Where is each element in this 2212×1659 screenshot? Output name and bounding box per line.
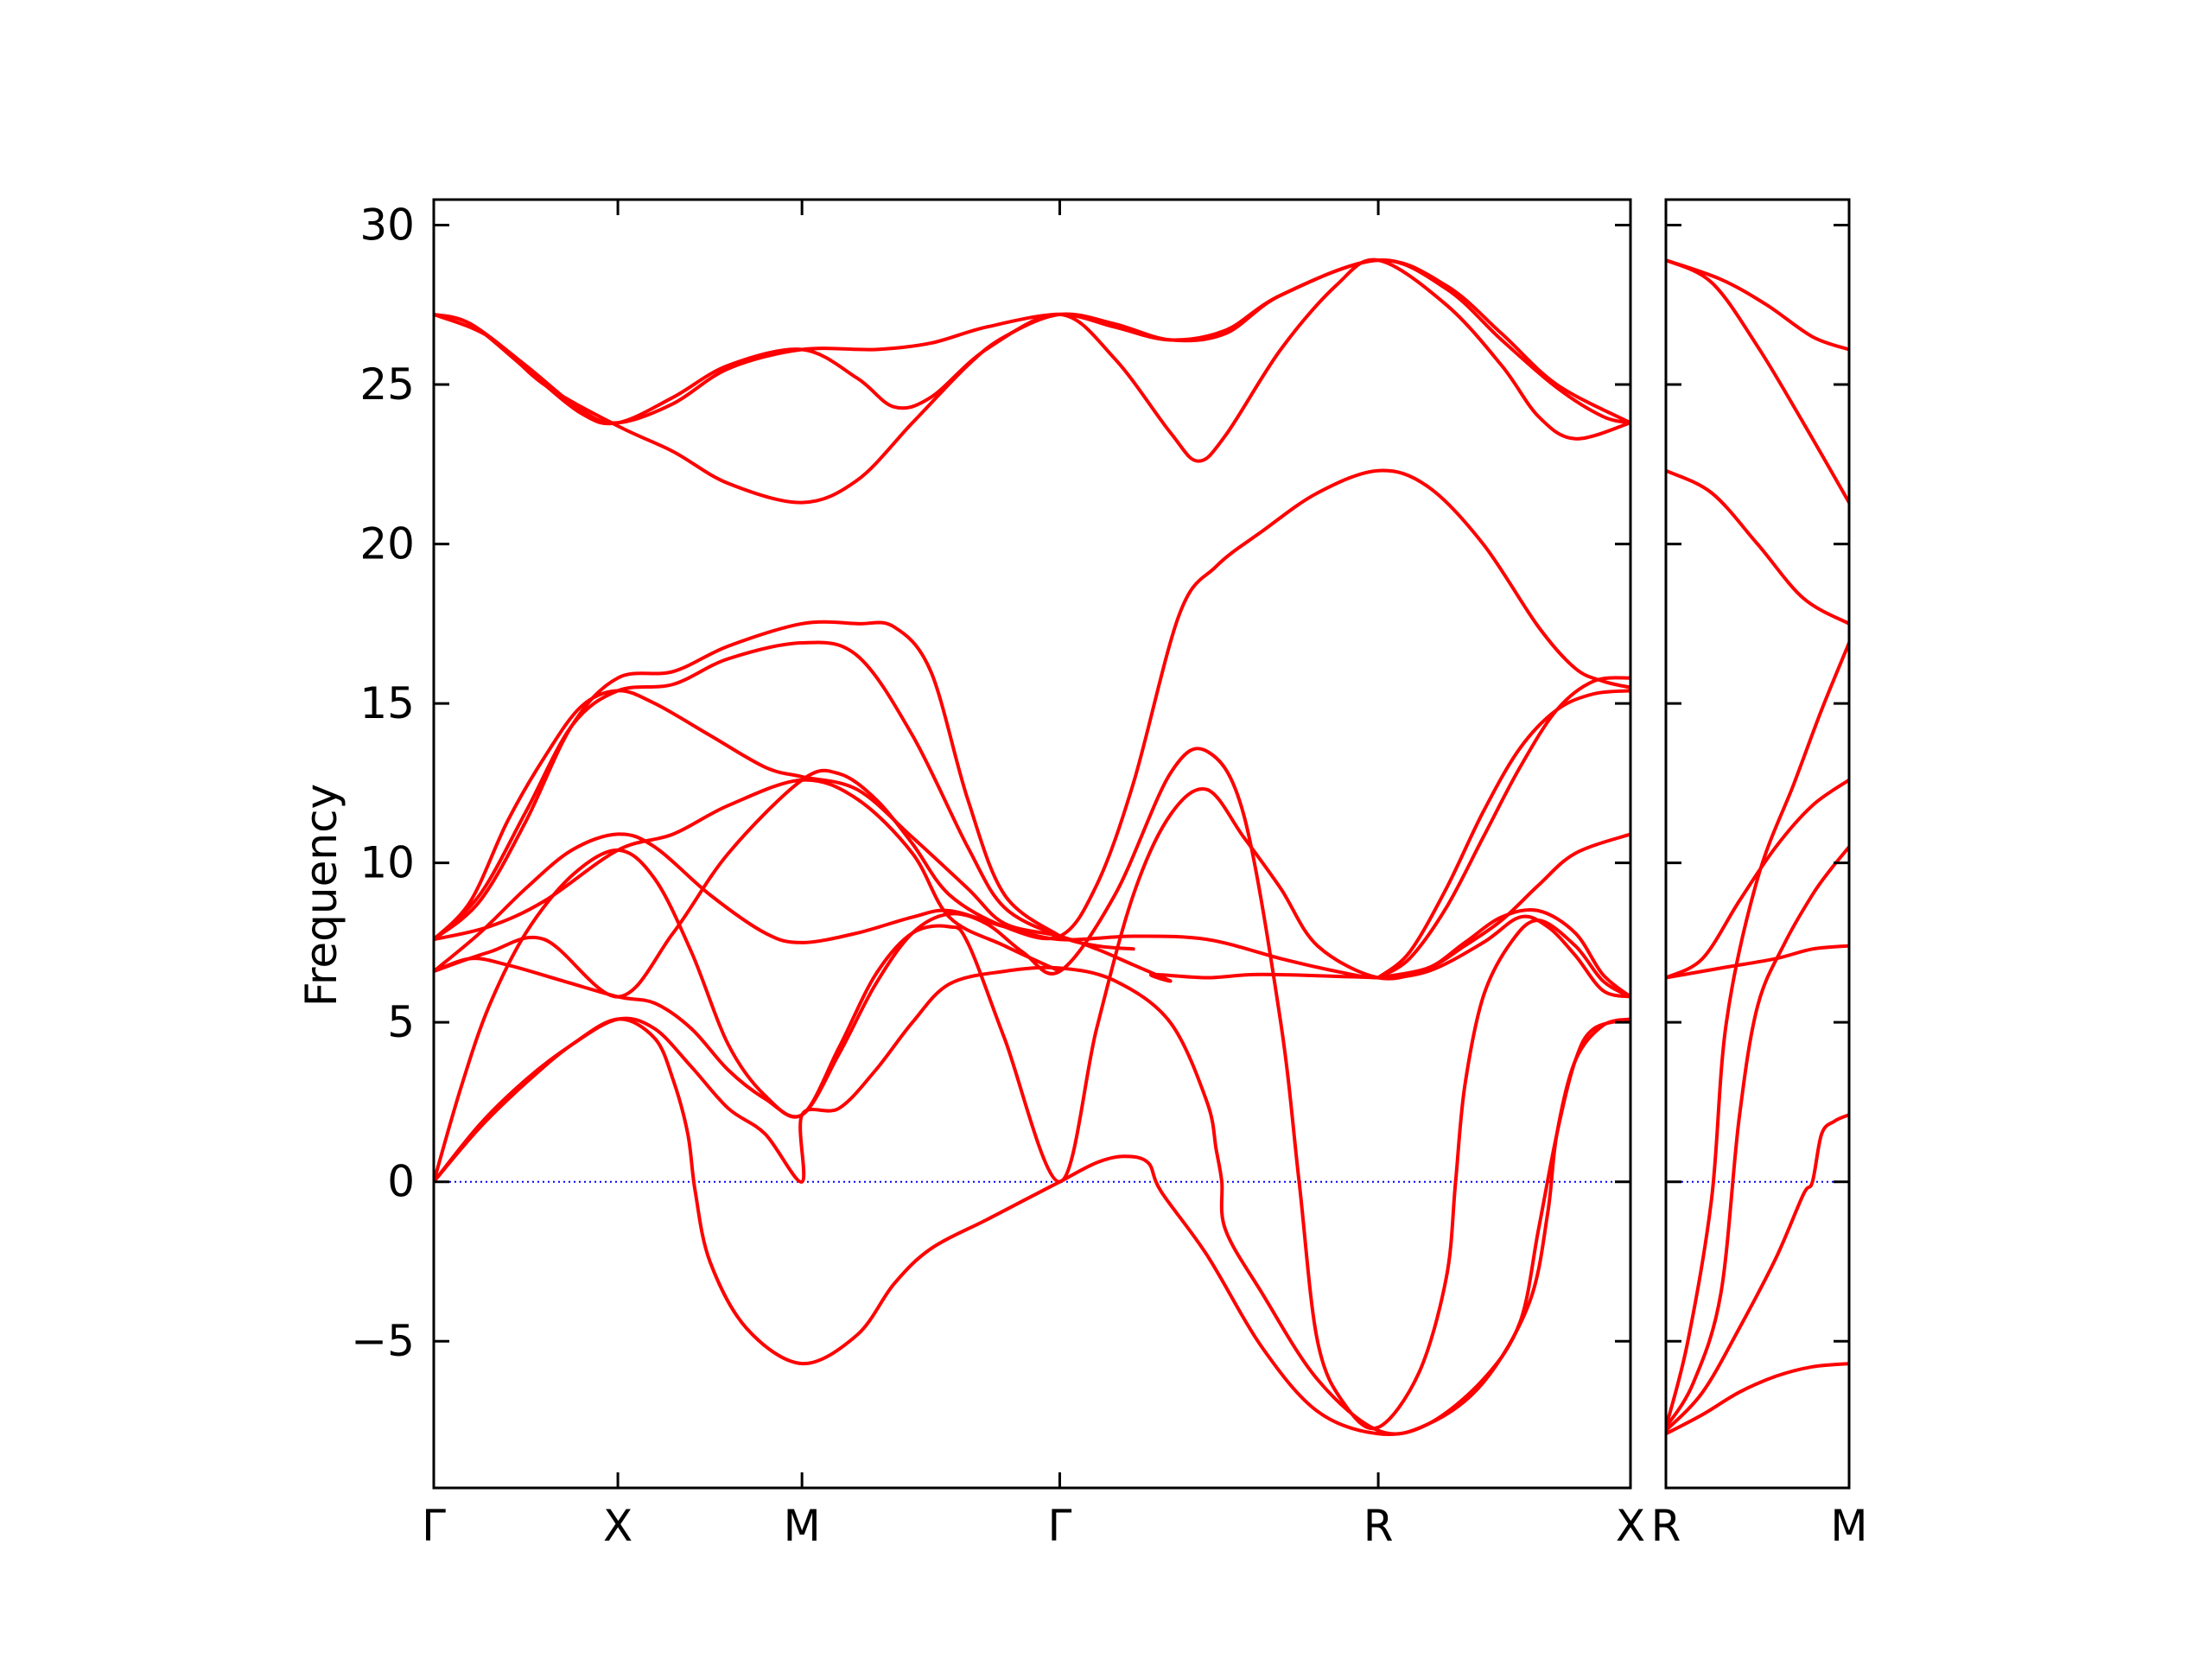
y-tick-label: 5 bbox=[387, 997, 415, 1047]
band-right-1 bbox=[1666, 1113, 1849, 1433]
y-axis-label: Frequency bbox=[296, 784, 346, 1007]
band-main-9 bbox=[434, 778, 1062, 974]
band-main-13 bbox=[434, 258, 1630, 425]
band-main-7 bbox=[434, 620, 1062, 942]
band-right-3 bbox=[1666, 641, 1849, 1429]
x-tick-label: M bbox=[784, 1501, 821, 1551]
x-tick-label: R bbox=[1363, 1501, 1394, 1551]
plot-area-right bbox=[1666, 258, 1849, 1436]
band-main-12 bbox=[1376, 832, 1630, 980]
frame-right bbox=[1664, 198, 1851, 1490]
band-right-8 bbox=[1666, 258, 1849, 352]
y-tick-label: 20 bbox=[359, 519, 415, 569]
x-tick-label: Γ bbox=[1048, 1501, 1072, 1551]
y-tick-label: 15 bbox=[359, 678, 415, 728]
x-tick-label: Γ bbox=[422, 1501, 446, 1551]
band-right-4 bbox=[1666, 944, 1849, 980]
band-main-4 bbox=[434, 832, 1630, 999]
band-main-6 bbox=[434, 640, 1135, 951]
band-right-7 bbox=[1666, 258, 1849, 505]
band-right-2 bbox=[1666, 845, 1849, 1429]
band-main-10 bbox=[1376, 676, 1630, 980]
y-tick-label: 25 bbox=[359, 359, 415, 410]
band-right-0 bbox=[1666, 1362, 1849, 1436]
panel-main: −5 0 5 10 15 20 25 30 Γ X M Γ R X bbox=[351, 198, 1645, 1551]
frame-main bbox=[432, 198, 1632, 1490]
band-main-8 bbox=[434, 468, 1630, 999]
band-main-3 bbox=[434, 747, 1630, 1431]
y-tick-label: −5 bbox=[351, 1316, 415, 1366]
x-tick-label: M bbox=[1830, 1501, 1867, 1551]
x-tick-label: R bbox=[1651, 1501, 1681, 1551]
band-main-1 bbox=[434, 965, 1630, 1436]
band-right-5 bbox=[1666, 778, 1849, 980]
y-tick-label: 30 bbox=[359, 200, 415, 251]
y-tick-label: 10 bbox=[359, 838, 415, 888]
y-tick-label: 0 bbox=[387, 1157, 415, 1207]
band-main-15 bbox=[434, 258, 1630, 505]
x-tick-label: X bbox=[603, 1501, 632, 1551]
band-main-2 bbox=[434, 787, 1630, 1184]
band-main-11 bbox=[1376, 689, 1630, 980]
band-right-6 bbox=[1666, 468, 1849, 626]
plot-area-main bbox=[434, 257, 1630, 1437]
x-tick-label: X bbox=[1616, 1501, 1645, 1551]
